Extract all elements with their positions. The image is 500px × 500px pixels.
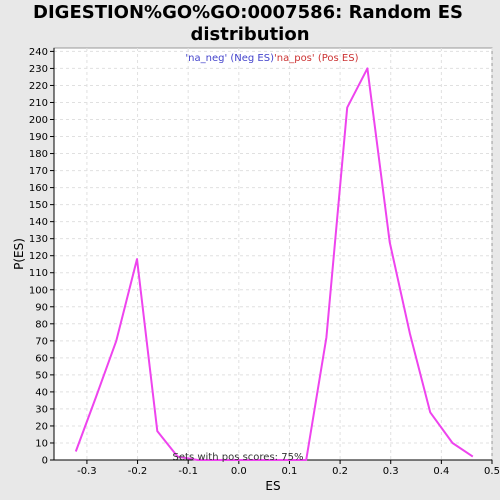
y-tick-label: 70 bbox=[35, 336, 48, 347]
x-tick-label: -0.3 bbox=[77, 466, 97, 477]
y-tick-label: 230 bbox=[29, 64, 48, 75]
y-tick-label: 200 bbox=[29, 115, 48, 126]
y-tick-label: 40 bbox=[35, 387, 48, 398]
series-line bbox=[74, 67, 474, 461]
grid bbox=[54, 48, 493, 461]
x-tick-label: 0.4 bbox=[433, 466, 449, 477]
y-tick-label: 160 bbox=[29, 183, 48, 194]
x-tick-label: 0.0 bbox=[231, 466, 247, 477]
x-tick-label: 0.3 bbox=[383, 466, 399, 477]
x-tick-label: -0.1 bbox=[178, 466, 198, 477]
y-tick-label: 50 bbox=[35, 370, 48, 381]
y-tick-label: 190 bbox=[29, 132, 48, 143]
series-layer bbox=[74, 67, 474, 461]
chart-title-line2: distribution bbox=[190, 24, 309, 45]
x-tick-label: -0.2 bbox=[128, 466, 148, 477]
plot-area bbox=[53, 47, 493, 461]
axes: 0 10 20 30 40 50 60 70 80 90 100 110 120 130 140 150 160… bbox=[29, 47, 500, 477]
y-tick-label: 60 bbox=[35, 353, 48, 364]
y-tick-label: 150 bbox=[29, 200, 48, 211]
y-tick-label: 180 bbox=[29, 149, 48, 160]
y-tick-label: 120 bbox=[29, 251, 48, 262]
chart-annotation: Sets with pos scores: 75% bbox=[173, 452, 304, 463]
y-tick-label: 210 bbox=[29, 98, 48, 109]
y-tick-label: 0 bbox=[42, 456, 48, 467]
y-tick-label: 170 bbox=[29, 166, 48, 177]
y-tick-label: 30 bbox=[35, 404, 48, 415]
legend-entry-pos: 'na_pos' (Pos ES) bbox=[274, 53, 359, 64]
chart-title: DIGESTION%GO%GO:0007586: Random ES bbox=[33, 2, 463, 23]
y-tick-label: 90 bbox=[35, 302, 48, 313]
y-tick-label: 140 bbox=[29, 217, 48, 228]
y-tick-label: 10 bbox=[35, 438, 48, 449]
legend-entry-neg: 'na_neg' (Neg ES) bbox=[185, 53, 274, 64]
y-tick-label: 100 bbox=[29, 285, 48, 296]
y-tick-label: 110 bbox=[29, 268, 48, 279]
y-axis-label: P(ES) bbox=[12, 238, 26, 270]
x-axis-label: ES bbox=[265, 479, 280, 493]
y-tick-label: 240 bbox=[29, 47, 48, 58]
x-tick-label: 0.1 bbox=[282, 466, 298, 477]
x-tick-label: 0.5 bbox=[484, 466, 500, 477]
y-tick-label: 80 bbox=[35, 319, 48, 330]
y-tick-label: 220 bbox=[29, 81, 48, 92]
y-tick-label: 130 bbox=[29, 234, 48, 245]
x-tick-label: 0.2 bbox=[332, 466, 348, 477]
y-tick-label: 20 bbox=[35, 421, 48, 432]
